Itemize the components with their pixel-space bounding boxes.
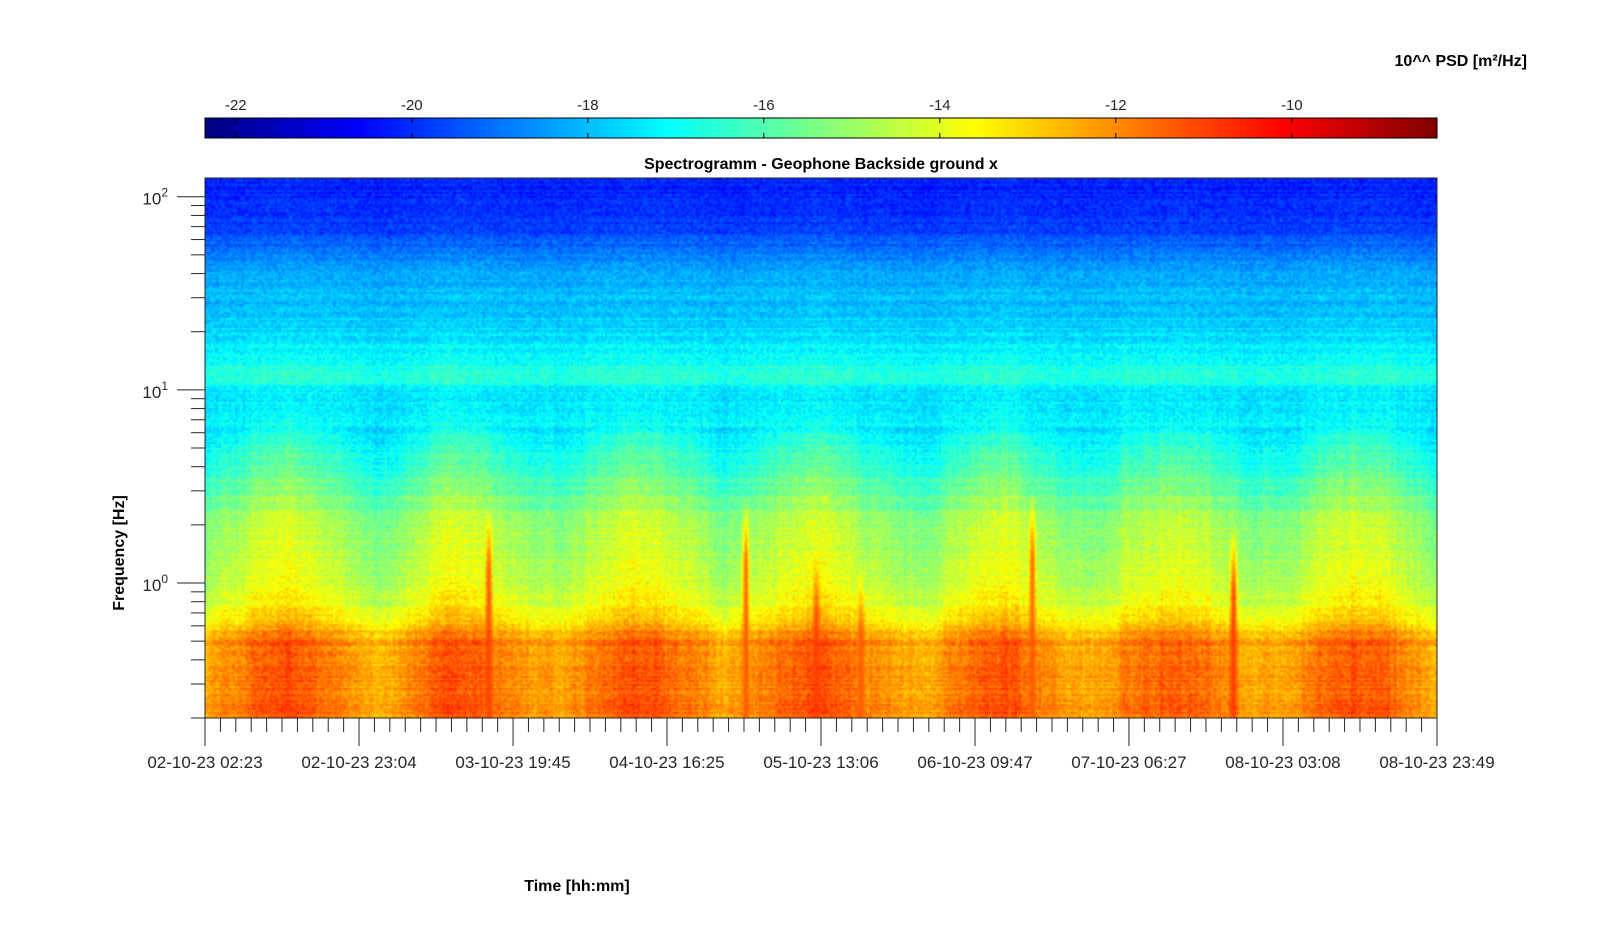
colorbar-tick-label: -10 [1281,97,1303,114]
colorbar-tick-label: -14 [929,97,951,114]
x-tick-label: 08-10-23 23:49 [1379,753,1494,772]
colorbar: -22 -20 -18 -16 -14 -12 -10 [204,97,1438,139]
x-tick-label: 02-10-23 02:23 [147,753,262,772]
x-tick-label: 06-10-23 09:47 [917,753,1032,772]
colorbar-label: 10^^ PSD [m²/Hz] [1395,53,1527,70]
x-tick-label: 03-10-23 19:45 [455,753,570,772]
colorbar-ticks: -22 -20 -18 -16 -14 -12 -10 [225,97,1303,138]
colorbar-tick-label: -16 [753,97,775,114]
x-tick-label: 02-10-23 23:04 [301,753,416,772]
x-axis-label: Time [hh:mm] [524,878,629,895]
colorbar-tick-label: -22 [225,97,247,114]
colorbar-tick-label: -18 [577,97,599,114]
y-tick-label: 102 [142,186,168,209]
chart-title: Spectrogramm - Geophone Backside ground … [644,156,998,173]
colorbar-gradient [204,117,1438,139]
x-axis: 02-10-23 02:23 02-10-23 23:04 03-10-23 19:… [147,718,1495,772]
plot-area [204,177,1438,719]
colorbar-tick-label: -20 [401,97,423,114]
y-axis-label: Frequency [Hz] [111,495,128,611]
y-tick-label: 100 [142,572,168,595]
y-axis: 100 101 102 [142,186,205,719]
colorbar-tick-label: -12 [1105,97,1127,114]
x-tick-label: 04-10-23 16:25 [609,753,724,772]
spectrogram-heatmap [205,178,1437,718]
x-tick-label: 07-10-23 06:27 [1071,753,1186,772]
x-tick-label: 08-10-23 03:08 [1225,753,1340,772]
y-tick-label: 101 [142,379,168,402]
x-tick-label: 05-10-23 13:06 [763,753,878,772]
